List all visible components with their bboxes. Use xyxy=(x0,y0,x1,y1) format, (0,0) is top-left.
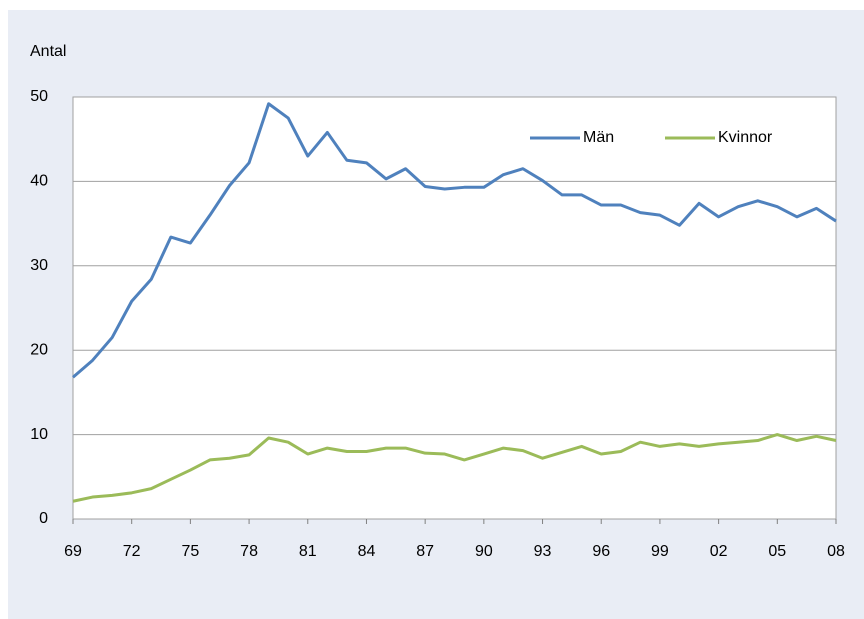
x-tick-label: 05 xyxy=(768,543,786,560)
x-tick-label: 81 xyxy=(299,543,317,560)
y-tick-label: 40 xyxy=(30,173,48,190)
x-tick-label: 93 xyxy=(534,543,552,560)
y-tick-label: 10 xyxy=(30,426,48,443)
legend-label: Kvinnor xyxy=(718,129,773,146)
x-tick-label: 08 xyxy=(827,543,845,560)
y-tick-label: 50 xyxy=(30,88,48,105)
y-axis-label: Antal xyxy=(30,43,66,60)
x-tick-label: 75 xyxy=(181,543,199,560)
y-tick-label: 0 xyxy=(39,510,48,527)
x-tick-label: 99 xyxy=(651,543,669,560)
y-tick-label: 20 xyxy=(30,341,48,358)
x-tick-label: 84 xyxy=(358,543,376,560)
x-tick-label: 78 xyxy=(240,543,258,560)
x-tick-label: 69 xyxy=(64,543,82,560)
legend-label: Män xyxy=(583,129,614,146)
x-tick-label: 02 xyxy=(710,543,728,560)
y-tick-label: 30 xyxy=(30,257,48,274)
x-tick-label: 87 xyxy=(416,543,434,560)
x-tick-label: 96 xyxy=(592,543,610,560)
data-line xyxy=(72,102,837,379)
data-line xyxy=(72,433,837,503)
x-tick-label: 90 xyxy=(475,543,493,560)
x-tick-label: 72 xyxy=(123,543,141,560)
plot-area xyxy=(72,96,837,520)
